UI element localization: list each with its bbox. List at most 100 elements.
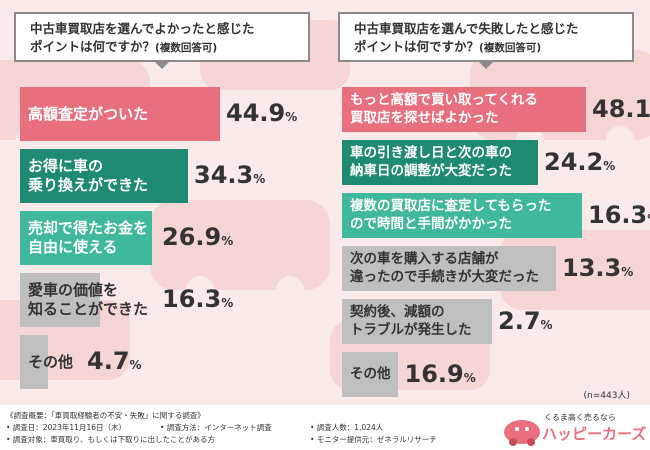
bad-bar-4 [342,246,556,291]
value-main: 13. [562,253,605,282]
survey-target: • 調査対象：車買取り、もしくは下取りに出したことがある方 [6,435,216,444]
label-line: 契約後、減額の [350,304,445,320]
value-decimal: 3 [204,285,222,313]
right-panel-title: 中古車買取店を選んで失敗したと感じた ポイントは何ですか？(複数回答可) [338,12,634,69]
sample-size: (n=443人) [583,391,630,401]
value-percent-sign: % [463,370,476,385]
label-line: トラブルが発生した [350,321,472,338]
value-percent-sign: % [129,358,142,372]
survey-date: • 調査日：2023年11月16日（木） [6,423,126,432]
good-bar-4 [20,273,100,327]
car-logo-icon [504,420,540,446]
respondents: • 調査人数：1,024人 [310,423,384,432]
label-line: 複数の買取店に査定してもらった [350,198,552,214]
value-main: 16. [588,200,631,229]
value-decimal: 3 [236,161,254,189]
good-bar-3 [20,211,152,265]
good-bar-label-5: その他 [28,353,73,372]
bad-bar-3 [342,193,582,238]
label-line: 違ったので手続きが大変だった [350,268,539,285]
label-line: 自由に使える [28,238,118,256]
right-title-line2: ポイントは何ですか？ [354,39,480,54]
left-panel-title: 中古車買取店を選んでよかったと感じた ポイントは何ですか？(複数回答可) [14,12,310,69]
label-line: 車の引き渡し日と次の車の [350,145,512,161]
label-line: 知ることができた [28,300,149,318]
footer: 《調査概要：「車買取経験者の不安・失敗」に関する調査》 • 調査日：2023年1… [0,405,650,450]
brand-name: ハッピーカーズ [542,425,647,443]
brand-tagline: くるま高く売るなら [544,413,616,422]
good-bar-label-1: 高額査定がついた [28,105,148,124]
right-title-line1: 中古車買取店を選んで失敗したと感じた [354,21,579,36]
bad-bar-label-4: 次の車を購入する店舗が 違ったので手続きが大変だった [350,251,539,286]
label-line: 高額査定がついた [28,104,149,123]
good-bar-2 [20,149,188,203]
value-decimal: 3 [630,200,648,229]
value-main: 16. [404,359,448,388]
value-main: 34. [194,161,237,189]
value-main: 2. [498,306,524,335]
good-bar-value-4: 16.3% [162,285,233,313]
value-percent-sign: % [285,110,298,124]
bad-bar-value-4: 13.3% [562,254,633,282]
bad-bar-2 [342,140,538,185]
good-bar-value-5: 4.7% [87,347,142,375]
value-main: 16. [162,285,205,313]
value-percent-sign: % [253,172,266,186]
value-decimal: 2 [586,147,604,176]
bad-bar-1 [342,87,586,132]
value-percent-sign: % [221,296,234,310]
brand-logo: くるま高く売るなら ハッピーカーズ [500,408,647,448]
value-main: 48. [592,94,635,123]
good-bar-value-2: 34.3% [194,161,265,189]
bad-bar-label-1: もっと高額で買い取ってくれる 買取店を探せばよかった [350,92,538,127]
bad-bar-5 [342,299,492,344]
value-main: 4. [87,347,113,375]
bad-bar-6 [342,352,398,397]
bad-bar-label-3: 複数の買取店に査定してもらった ので時間と手間がかかった [350,198,551,233]
label-line: お得に車の [28,157,104,175]
label-line: 愛車の価値を [28,281,119,299]
bad-bar-value-5: 2.7% [498,307,553,335]
good-bar-label-2: お得に車の 乗り換えができた [28,157,148,195]
bad-bar-value-2: 24.2% [544,148,615,176]
value-decimal: 9 [268,99,286,127]
label-line: もっと高額で買い取ってくれる [350,92,538,108]
value-decimal: 9 [447,359,464,388]
left-title-line1: 中古車買取店を選んでよかったと感じた [30,21,255,36]
label-line: 乗り換えができた [28,176,149,194]
label-line: 買取店を探せばよかった [350,109,499,126]
bad-bar-value-1: 48.1% [592,95,650,123]
value-main: 44. [226,99,269,127]
bad-bar-label-5: 契約後、減額の トラブルが発生した [350,304,472,339]
label-line: 次の車を購入する店舗が [350,251,499,267]
value-decimal: 3 [604,253,622,282]
good-bar-label-4: 愛車の価値を 知ることができた [28,281,148,319]
monitor-provider: • モニター提供元：ゼネラルリサーチ [310,435,437,444]
value-percent-sign: % [603,158,616,173]
good-bar-5 [20,335,48,389]
value-decimal: 1 [634,94,650,123]
value-main: 24. [544,147,587,176]
label-line: その他 [350,365,391,382]
bad-bar-label-6: その他 [350,366,391,384]
good-bar-value-3: 26.9% [162,223,233,251]
value-percent-sign: % [647,212,650,226]
label-line: ので時間と手間がかかった [350,215,512,232]
value-decimal: 7 [112,347,130,375]
bad-bar-value-3: 16.3% [588,201,650,229]
value-decimal: 9 [204,223,222,251]
label-line: その他 [28,352,74,371]
value-percent-sign: % [540,317,553,332]
good-bar-label-3: 売却で得たお金を 自由に使える [28,219,148,257]
good-bar-1 [20,87,220,141]
survey-method: • 調査方法：インターネット調査 [160,423,272,432]
label-line: 売却で得たお金を [28,219,149,237]
bad-bar-value-6: 16.9% [405,360,476,388]
value-decimal: 7 [523,306,541,335]
value-main: 26. [162,223,205,251]
left-title-sub: (複数回答可) [155,42,218,54]
right-title-sub: (複数回答可) [479,42,542,54]
good-bar-value-1: 44.9% [226,99,297,127]
left-title-line2: ポイントは何ですか？ [30,39,156,54]
label-line: 納車日の調整が大変だった [350,162,512,179]
